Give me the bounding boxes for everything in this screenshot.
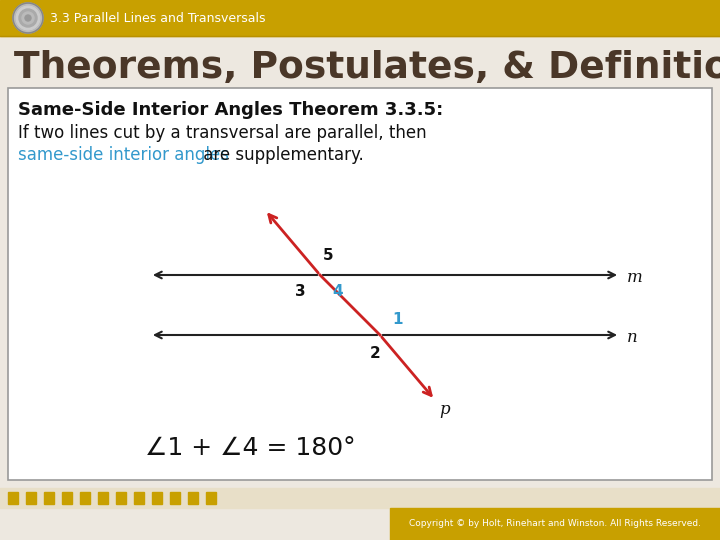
Text: 3.3 Parallel Lines and Transversals: 3.3 Parallel Lines and Transversals <box>50 12 266 25</box>
Bar <box>8 88 712 480</box>
Text: n: n <box>627 328 638 346</box>
Bar <box>0 488 720 508</box>
Bar <box>390 508 720 540</box>
Bar <box>170 492 180 504</box>
Text: 3: 3 <box>294 284 305 299</box>
Circle shape <box>22 12 34 24</box>
Bar <box>98 492 108 504</box>
Bar <box>80 492 90 504</box>
Bar <box>152 492 162 504</box>
Circle shape <box>13 3 43 33</box>
Text: Same-Side Interior Angles Theorem 3.3.5:: Same-Side Interior Angles Theorem 3.3.5: <box>18 101 444 119</box>
Bar <box>62 492 72 504</box>
Bar <box>134 492 144 504</box>
Bar <box>188 492 198 504</box>
Text: If two lines cut by a transversal are parallel, then: If two lines cut by a transversal are pa… <box>18 124 427 142</box>
Bar <box>8 492 18 504</box>
Text: 5: 5 <box>323 247 333 262</box>
Text: 2: 2 <box>369 346 380 361</box>
Text: Theorems, Postulates, & Definitions: Theorems, Postulates, & Definitions <box>14 50 720 86</box>
Text: Copyright © by Holt, Rinehart and Winston. All Rights Reserved.: Copyright © by Holt, Rinehart and Winsto… <box>409 519 701 529</box>
Bar <box>44 492 54 504</box>
Text: m: m <box>627 268 643 286</box>
Text: p: p <box>439 402 449 418</box>
Bar <box>116 492 126 504</box>
Text: 4: 4 <box>333 284 343 299</box>
Text: same-side interior angles: same-side interior angles <box>18 146 229 164</box>
Text: 1: 1 <box>392 312 403 327</box>
Bar <box>206 492 216 504</box>
Bar <box>26 492 36 504</box>
Bar <box>0 0 720 36</box>
Circle shape <box>16 6 40 30</box>
Text: ∠1 + ∠4 = 180°: ∠1 + ∠4 = 180° <box>145 436 355 460</box>
Circle shape <box>25 15 31 21</box>
Circle shape <box>19 9 37 27</box>
Text: are supplementary.: are supplementary. <box>198 146 364 164</box>
